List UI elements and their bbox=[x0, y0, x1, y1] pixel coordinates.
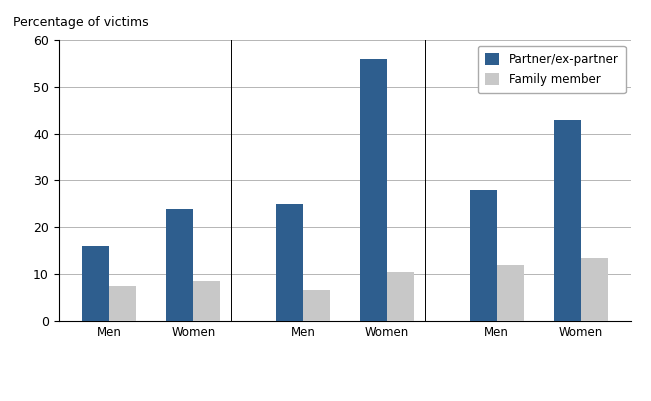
Bar bbox=[82, 246, 109, 321]
Bar bbox=[109, 286, 136, 321]
Bar bbox=[193, 281, 220, 321]
Bar bbox=[167, 209, 193, 321]
Bar bbox=[554, 119, 581, 321]
Bar bbox=[581, 257, 608, 321]
Bar bbox=[360, 59, 387, 321]
Bar bbox=[276, 204, 303, 321]
Bar bbox=[497, 265, 523, 321]
Bar bbox=[470, 190, 497, 321]
Bar bbox=[387, 272, 414, 321]
Text: Percentage of victims: Percentage of victims bbox=[13, 16, 148, 29]
Bar bbox=[303, 290, 330, 321]
Legend: Partner/ex-partner, Family member: Partner/ex-partner, Family member bbox=[478, 46, 626, 93]
